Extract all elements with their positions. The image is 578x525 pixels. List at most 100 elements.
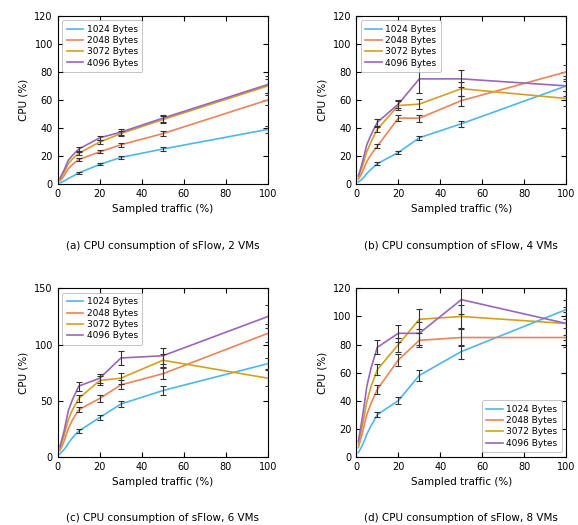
1024 Bytes xyxy=(359,175,366,182)
3072 Bytes xyxy=(63,424,70,430)
2048 Bytes xyxy=(61,438,68,444)
1024 Bytes xyxy=(416,134,423,141)
2048 Bytes xyxy=(75,156,82,163)
3072 Bytes xyxy=(58,439,65,445)
1024 Bytes xyxy=(416,372,423,379)
1024 Bytes xyxy=(58,448,65,455)
4096 Bytes xyxy=(355,173,362,179)
2048 Bytes xyxy=(361,163,368,170)
3072 Bytes xyxy=(69,156,76,162)
2048 Bytes xyxy=(374,143,381,149)
Line: 3072 Bytes: 3072 Bytes xyxy=(358,317,566,444)
4096 Bytes xyxy=(361,399,368,405)
Title: (d) CPU consumption of sFlow, 8 VMs: (d) CPU consumption of sFlow, 8 VMs xyxy=(364,513,558,523)
4096 Bytes xyxy=(61,167,68,173)
3072 Bytes xyxy=(58,173,65,179)
Y-axis label: CPU (%): CPU (%) xyxy=(19,351,29,394)
2048 Bytes xyxy=(368,400,375,406)
1024 Bytes xyxy=(395,397,402,404)
3072 Bytes xyxy=(97,139,103,145)
Y-axis label: CPU (%): CPU (%) xyxy=(317,351,327,394)
4096 Bytes xyxy=(458,297,465,303)
4096 Bytes xyxy=(361,150,368,156)
3072 Bytes xyxy=(75,395,82,402)
2048 Bytes xyxy=(355,445,362,451)
4096 Bytes xyxy=(160,353,166,359)
3072 Bytes xyxy=(61,432,68,438)
1024 Bytes xyxy=(65,440,72,446)
3072 Bytes xyxy=(364,399,370,405)
Line: 2048 Bytes: 2048 Bytes xyxy=(60,333,268,450)
3072 Bytes xyxy=(117,130,124,136)
3072 Bytes xyxy=(359,163,366,169)
2048 Bytes xyxy=(395,115,402,121)
2048 Bytes xyxy=(160,371,166,377)
3072 Bytes xyxy=(563,96,570,102)
1024 Bytes xyxy=(58,179,65,185)
2048 Bytes xyxy=(63,432,70,438)
2048 Bytes xyxy=(361,420,368,426)
3072 Bytes xyxy=(374,366,381,373)
1024 Bytes xyxy=(563,306,570,312)
1024 Bytes xyxy=(69,173,76,180)
3072 Bytes xyxy=(374,126,381,132)
1024 Bytes xyxy=(458,121,465,127)
3072 Bytes xyxy=(368,383,375,390)
Line: 1024 Bytes: 1024 Bytes xyxy=(358,86,566,182)
4096 Bytes xyxy=(359,159,366,165)
4096 Bytes xyxy=(368,132,375,138)
Legend: 1024 Bytes, 2048 Bytes, 3072 Bytes, 4096 Bytes: 1024 Bytes, 2048 Bytes, 3072 Bytes, 4096… xyxy=(62,20,142,72)
3072 Bytes xyxy=(395,341,402,348)
4096 Bytes xyxy=(563,83,570,89)
1024 Bytes xyxy=(160,146,166,152)
3072 Bytes xyxy=(357,431,364,437)
2048 Bytes xyxy=(359,169,366,175)
1024 Bytes xyxy=(359,442,366,448)
1024 Bytes xyxy=(368,423,375,429)
1024 Bytes xyxy=(75,428,82,434)
4096 Bytes xyxy=(458,76,465,82)
2048 Bytes xyxy=(57,177,64,184)
1024 Bytes xyxy=(160,387,166,394)
1024 Bytes xyxy=(364,431,370,437)
Line: 1024 Bytes: 1024 Bytes xyxy=(60,129,268,183)
2048 Bytes xyxy=(563,69,570,75)
4096 Bytes xyxy=(69,396,76,403)
1024 Bytes xyxy=(364,171,370,177)
4096 Bytes xyxy=(57,175,64,182)
3072 Bytes xyxy=(61,169,68,175)
2048 Bytes xyxy=(61,173,68,179)
X-axis label: Sampled traffic (%): Sampled traffic (%) xyxy=(112,477,213,487)
Line: 2048 Bytes: 2048 Bytes xyxy=(60,100,268,181)
Line: 4096 Bytes: 4096 Bytes xyxy=(358,79,566,176)
1024 Bytes xyxy=(355,449,362,456)
1024 Bytes xyxy=(357,446,364,452)
3072 Bytes xyxy=(395,102,402,109)
1024 Bytes xyxy=(355,179,362,185)
4096 Bytes xyxy=(97,375,103,381)
1024 Bytes xyxy=(117,401,124,407)
2048 Bytes xyxy=(75,406,82,413)
Legend: 1024 Bytes, 2048 Bytes, 3072 Bytes, 4096 Bytes: 1024 Bytes, 2048 Bytes, 3072 Bytes, 4096… xyxy=(62,293,142,345)
3072 Bytes xyxy=(160,357,166,363)
Line: 2048 Bytes: 2048 Bytes xyxy=(358,72,566,179)
2048 Bytes xyxy=(395,357,402,363)
4096 Bytes xyxy=(69,152,76,159)
4096 Bytes xyxy=(368,365,375,372)
2048 Bytes xyxy=(57,447,64,454)
Line: 3072 Bytes: 3072 Bytes xyxy=(60,360,268,448)
4096 Bytes xyxy=(395,330,402,337)
Title: (c) CPU consumption of sFlow, 6 VMs: (c) CPU consumption of sFlow, 6 VMs xyxy=(66,513,260,523)
2048 Bytes xyxy=(355,176,362,182)
4096 Bytes xyxy=(395,101,402,107)
Y-axis label: CPU (%): CPU (%) xyxy=(317,79,327,121)
1024 Bytes xyxy=(395,149,402,155)
2048 Bytes xyxy=(65,426,72,432)
2048 Bytes xyxy=(416,337,423,343)
4096 Bytes xyxy=(97,134,103,141)
4096 Bytes xyxy=(75,383,82,389)
Line: 3072 Bytes: 3072 Bytes xyxy=(60,86,268,179)
1024 Bytes xyxy=(63,444,70,450)
3072 Bytes xyxy=(63,165,70,171)
1024 Bytes xyxy=(117,154,124,161)
